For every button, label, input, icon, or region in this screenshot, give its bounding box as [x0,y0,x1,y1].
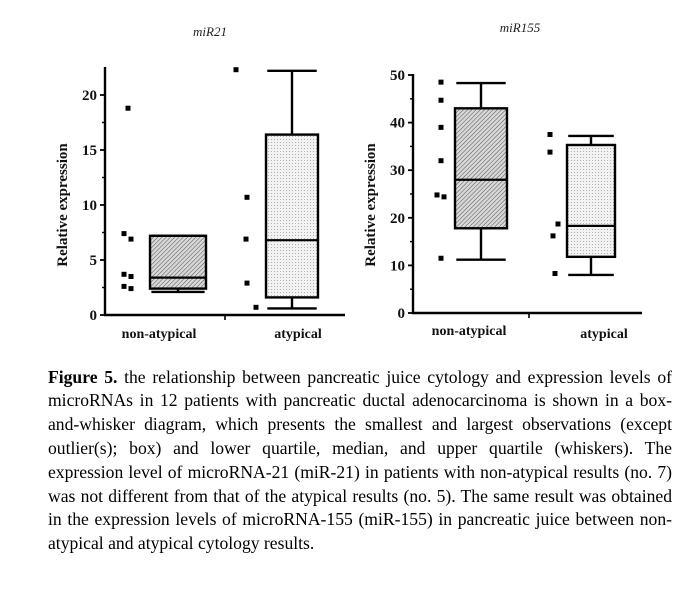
chart-mir21: miR21 Relative expression 0 5 10 15 20 non-a… [55,24,345,342]
data-point [547,149,553,155]
y-tick-label: 40 [390,116,405,132]
data-point [441,194,447,200]
box-atypical [233,67,320,310]
data-point [244,280,250,286]
y-tick-label: 5 [90,253,98,269]
data-point [438,158,444,164]
y-axis-label: Relative expression [363,143,379,267]
y-tick-label: 10 [82,198,97,214]
data-point [128,286,134,292]
y-tick-label: 15 [82,143,97,159]
box-iqr [148,234,208,290]
figure-panels: miR21 Relative expression 0 5 10 15 20 non-a… [55,20,642,342]
x-tick-label: non-atypical [122,327,197,342]
data-point [438,79,444,85]
y-tick-label: 10 [390,258,405,274]
box-iqr [264,133,320,299]
data-point [547,132,553,137]
data-point [128,274,134,279]
data-point [128,236,134,242]
x-tick-label: atypical [580,327,628,342]
box-iqr [453,107,509,230]
x-tick-label: non-atypical [432,324,507,339]
x-tick-label: atypical [274,327,322,342]
plot-area [434,79,617,277]
data-point [438,255,444,261]
box-non-atypical [121,105,208,294]
data-point [552,270,558,276]
y-tick-label: 30 [390,163,405,179]
box-iqr [565,143,617,259]
caption-text: the relationship between pancreatic juic… [48,366,672,554]
chart-title: miR155 [500,20,541,35]
y-tick-label: 50 [390,68,405,84]
data-point [233,67,239,73]
y-axis-label: Relative expression [55,143,71,267]
data-point [555,221,561,227]
chart-mir155: miR155 Relative expression 0 10 20 30 40 50 n… [363,20,642,342]
y-axis: 0 10 20 30 40 50 [390,68,642,322]
y-tick-label: 20 [82,88,97,104]
data-point [550,233,556,239]
chart-title: miR21 [193,24,227,39]
data-point [243,236,249,242]
figure-caption: Figure 5. the relationship between pancr… [48,366,672,556]
data-point [253,304,259,310]
box-atypical [547,132,617,277]
data-point [121,283,127,289]
data-point [434,192,440,198]
data-point [438,124,444,130]
data-point [121,271,127,277]
box-non-atypical [434,79,509,261]
data-point [121,231,127,237]
y-tick-label: 0 [398,306,406,322]
y-axis: 0 5 10 15 20 [82,67,345,324]
y-tick-label: 20 [390,211,405,227]
plot-area [121,67,320,310]
data-point [125,105,131,111]
caption-label: Figure 5. [48,366,118,387]
data-point [438,97,444,103]
data-point [244,194,250,200]
y-tick-label: 0 [90,308,98,324]
